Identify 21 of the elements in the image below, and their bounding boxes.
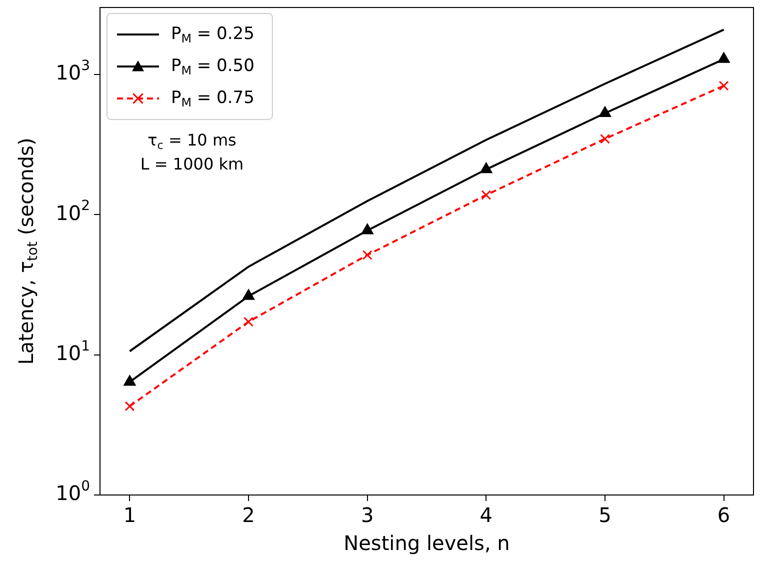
x-axis-title: Nesting levels, n xyxy=(344,531,510,556)
point xyxy=(480,162,492,174)
point xyxy=(361,224,374,234)
point xyxy=(718,52,730,63)
x-tick-label: 3 xyxy=(360,503,374,528)
point xyxy=(124,401,135,412)
y-axis-title: Latency, τtot (seconds) xyxy=(14,138,42,365)
x-tick-label: 5 xyxy=(598,503,612,528)
point xyxy=(362,250,372,260)
point xyxy=(599,106,611,118)
x-tick-label: 4 xyxy=(480,503,493,528)
point xyxy=(718,80,729,91)
x-tick-label: 2 xyxy=(242,503,255,528)
annotation: L = 1000 km xyxy=(140,154,244,174)
x-tick-label: 6 xyxy=(717,503,730,528)
point xyxy=(244,316,254,327)
point xyxy=(124,375,136,386)
x-tick-label: 1 xyxy=(123,503,136,528)
point xyxy=(242,289,254,300)
point xyxy=(600,134,610,144)
point xyxy=(481,190,492,200)
